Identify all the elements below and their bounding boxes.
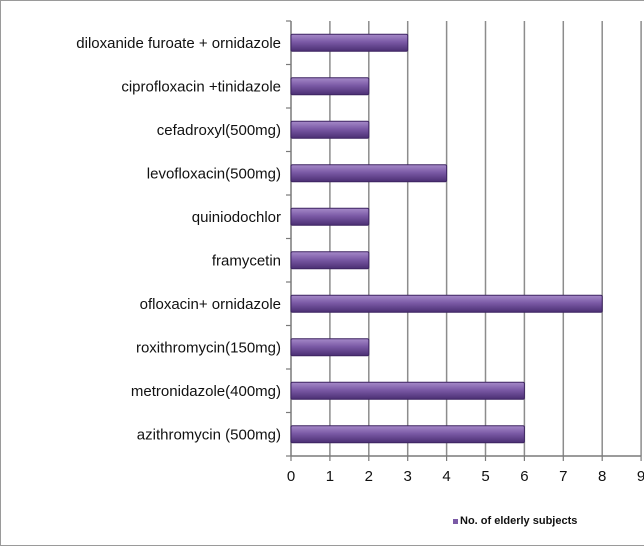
bar <box>290 77 370 96</box>
bars <box>290 33 603 444</box>
bar <box>290 33 409 52</box>
bar <box>290 425 525 444</box>
bar <box>290 164 448 183</box>
legend: No. of elderly subjects <box>453 515 577 527</box>
category-labels: azithromycin (500mg) metronidazole(400mg)… <box>76 35 281 444</box>
category-label: ofloxacin+ ornidazole <box>140 296 281 313</box>
x-tick-label: 4 <box>442 468 450 485</box>
x-tick-label: 1 <box>326 468 334 485</box>
category-label: azithromycin (500mg) <box>137 426 281 443</box>
bar <box>290 207 370 226</box>
category-label: framycetin <box>212 252 281 269</box>
x-tick-label: 0 <box>287 468 295 485</box>
bar <box>290 338 370 357</box>
x-tick-labels: 0 1 2 3 4 5 6 7 8 9 <box>287 468 644 485</box>
x-tick-label: 3 <box>404 468 412 485</box>
x-tick-label: 7 <box>559 468 567 485</box>
category-label: quiniodochlor <box>192 209 281 226</box>
category-label: metronidazole(400mg) <box>131 383 281 400</box>
legend-swatch <box>453 518 458 524</box>
legend-label: No. of elderly subjects <box>460 515 578 527</box>
category-label: cefadroxyl(500mg) <box>157 122 281 139</box>
category-label: levofloxacin(500mg) <box>147 165 281 182</box>
bar <box>290 120 370 139</box>
category-label: ciprofloxacin +tinidazole <box>121 78 281 95</box>
x-tick-label: 2 <box>365 468 373 485</box>
x-tick-label: 6 <box>520 468 528 485</box>
x-tick-label: 9 <box>637 468 644 485</box>
bar <box>290 381 525 400</box>
category-label: roxithromycin(150mg) <box>136 339 281 356</box>
x-tick-label: 8 <box>598 468 606 485</box>
category-label: diloxanide furoate + ornidazole <box>76 35 281 52</box>
bar <box>290 251 370 270</box>
x-tick-label: 5 <box>481 468 489 485</box>
bar <box>290 294 603 313</box>
